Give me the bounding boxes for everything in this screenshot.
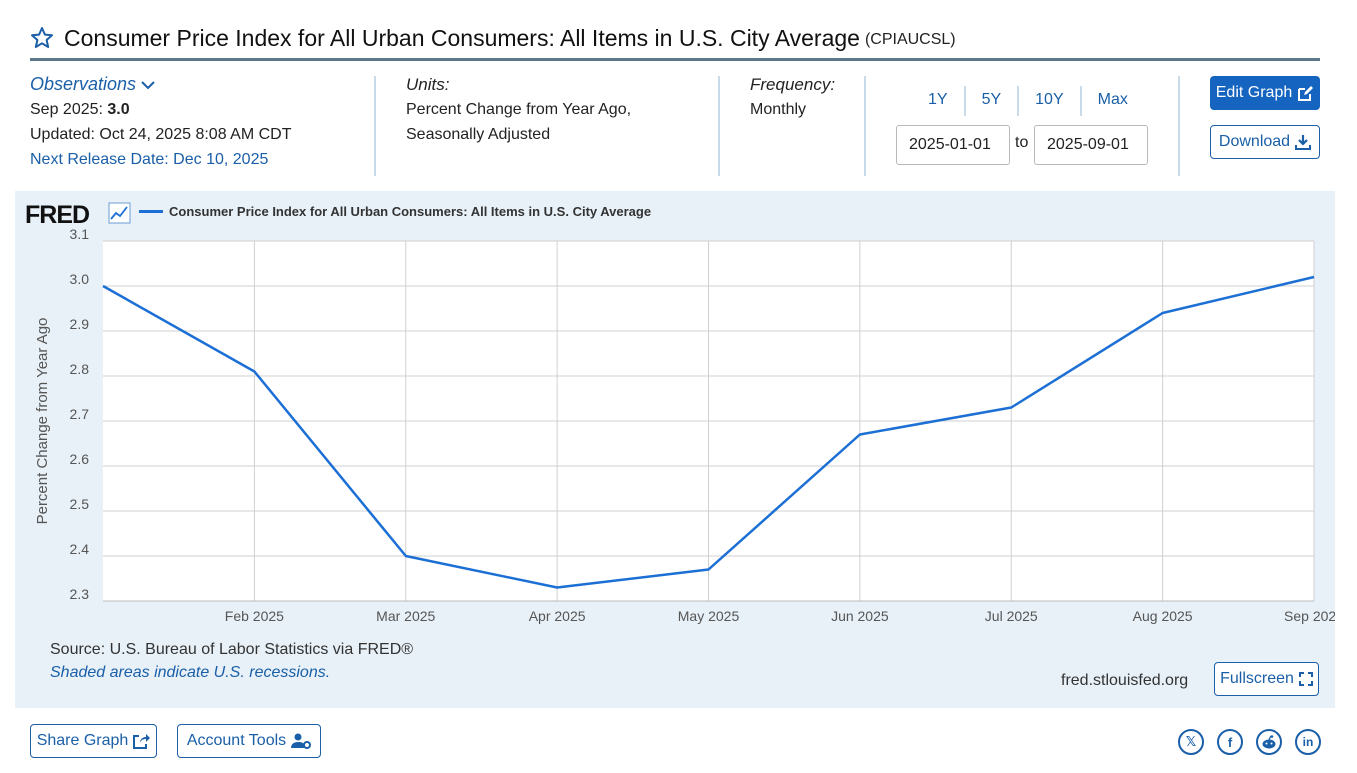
edit-graph-button[interactable]: Edit Graph	[1210, 76, 1320, 110]
series-line	[102, 275, 1315, 589]
download-icon	[1295, 135, 1312, 150]
y-tick-label: 2.5	[70, 496, 90, 512]
recession-note: Shaded areas indicate U.S. recessions.	[50, 664, 331, 681]
legend-label: Consumer Price Index for All Urban Consu…	[169, 204, 652, 219]
observations-label: Observations	[30, 74, 137, 94]
chart-legend: Consumer Price Index for All Urban Consu…	[139, 204, 651, 219]
range-1y-button[interactable]: 1Y	[912, 86, 966, 116]
fullscreen-icon	[1298, 672, 1313, 686]
units-label: Units:	[406, 75, 450, 94]
range-buttons: 1Y 5Y 10Y Max	[912, 86, 1144, 116]
download-button[interactable]: Download	[1210, 125, 1320, 159]
edit-icon	[1298, 85, 1314, 101]
x-tick-label: Mar 2025	[376, 608, 435, 624]
divider	[1178, 76, 1180, 176]
divider	[718, 76, 720, 176]
frequency-value: Monthly	[750, 101, 807, 118]
units-line-2: Seasonally Adjusted	[406, 126, 551, 143]
page-title: Consumer Price Index for All Urban Consu…	[64, 24, 860, 51]
x-tick-label: Apr 2025	[529, 608, 586, 624]
line-chart[interactable]: 2.3 2.4 2.5 2.6 2.7 2.8 2.9 3.0 3.1 Feb 2025 Mar …	[15, 191, 1335, 631]
source-text: Source: U.S. Bureau of Labor Statistics …	[50, 641, 414, 658]
chevron-down-icon	[141, 80, 155, 89]
y-tick-label: 2.6	[70, 451, 90, 467]
updated-text: Updated: Oct 24, 2025 8:08 AM CDT	[30, 126, 292, 143]
facebook-icon[interactable]: f	[1217, 729, 1243, 755]
account-tools-button[interactable]: Account Tools	[177, 724, 321, 758]
graph-panel: FRED Consumer Price Index for All Urban …	[15, 191, 1335, 708]
divider	[864, 76, 866, 176]
series-id: (CPIAUCSL)	[864, 31, 956, 48]
x-tick-label: Aug 2025	[1133, 608, 1193, 624]
y-tick-label: 2.9	[70, 316, 90, 332]
x-icon[interactable]: 𝕏	[1178, 729, 1204, 755]
y-tick-label: 2.8	[70, 361, 90, 377]
range-max-button[interactable]: Max	[1097, 91, 1128, 108]
user-gear-icon	[291, 733, 312, 749]
star-icon[interactable]	[30, 26, 54, 50]
legend-swatch	[139, 210, 163, 213]
latest-value: 3.0	[107, 101, 130, 118]
to-label: to	[1015, 134, 1029, 151]
latest-observation: Sep 2025: 3.0	[30, 101, 130, 118]
x-tick-label: Sep 2025	[1284, 608, 1335, 624]
fred-site-link[interactable]: fred.stlouisfed.org	[1061, 672, 1189, 689]
range-10y-button[interactable]: 10Y	[1019, 86, 1082, 116]
reddit-icon[interactable]	[1256, 729, 1282, 755]
y-tick-label: 2.7	[70, 406, 90, 422]
observations-block: Observations Sep 2025: 3.0 Updated: Oct …	[30, 72, 291, 172]
start-date-input[interactable]	[896, 125, 1010, 165]
share-icon	[133, 734, 151, 749]
fullscreen-button[interactable]: Fullscreen	[1214, 662, 1319, 696]
fred-logo: FRED	[25, 201, 90, 229]
share-graph-button[interactable]: Share Graph	[30, 724, 157, 758]
units-line-1: Percent Change from Year Ago,	[406, 101, 632, 118]
x-tick-label: May 2025	[678, 608, 740, 624]
y-tick-label: 2.4	[70, 541, 90, 557]
y-tick-label: 3.0	[70, 271, 90, 287]
chart-icon	[108, 202, 131, 224]
y-tick-label: 2.3	[70, 586, 90, 602]
linkedin-icon[interactable]: in	[1295, 729, 1321, 755]
reddit-face	[1262, 735, 1276, 749]
range-5y-button[interactable]: 5Y	[966, 86, 1020, 116]
divider	[374, 76, 376, 176]
frequency-block: Frequency: Monthly	[750, 72, 835, 122]
title-divider	[30, 58, 1320, 61]
y-tick-label: 3.1	[70, 226, 90, 242]
x-tick-label: Feb 2025	[225, 608, 284, 624]
end-date-input[interactable]	[1034, 125, 1148, 165]
y-axis-label: Percent Change from Year Ago	[34, 318, 51, 525]
units-block: Units: Percent Change from Year Ago, Sea…	[406, 72, 631, 147]
x-tick-label: Jun 2025	[831, 608, 889, 624]
observations-dropdown[interactable]: Observations	[30, 72, 291, 97]
x-tick-label: Jul 2025	[985, 608, 1038, 624]
frequency-label: Frequency:	[750, 75, 836, 94]
title-row: Consumer Price Index for All Urban Consu…	[30, 18, 1320, 58]
next-release-link[interactable]: Next Release Date: Dec 10, 2025	[30, 151, 269, 168]
